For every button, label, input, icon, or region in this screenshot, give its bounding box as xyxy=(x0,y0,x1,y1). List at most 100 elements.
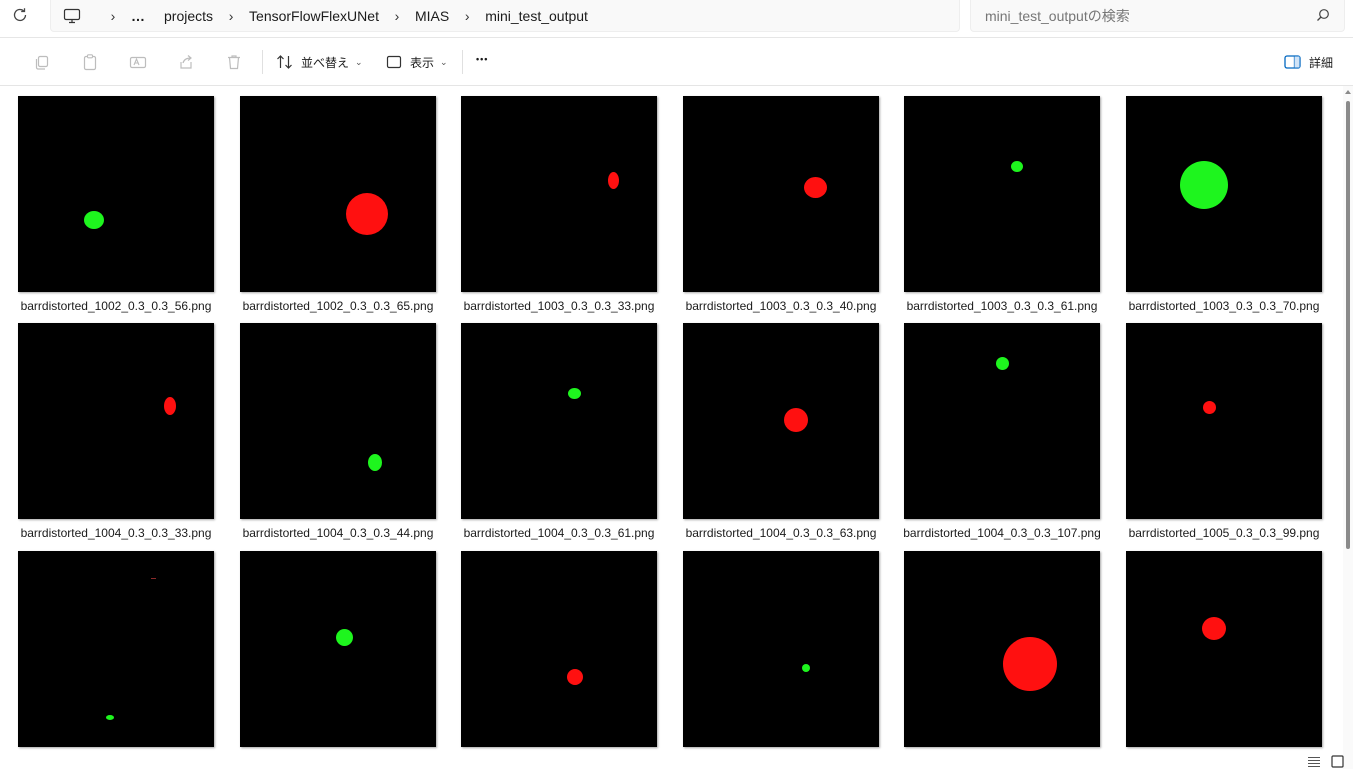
file-tile[interactable]: barrdistorted_1004_0.3_0.3_63.png xyxy=(683,323,893,553)
file-thumbnail[interactable] xyxy=(1126,551,1322,747)
file-tile[interactable] xyxy=(240,551,450,769)
file-thumbnail[interactable] xyxy=(18,551,214,747)
file-name: barrdistorted_1002_0.3_0.3_65.png xyxy=(242,299,434,313)
file-tile[interactable] xyxy=(683,551,893,769)
file-thumbnail[interactable] xyxy=(904,551,1100,747)
chevron-right-icon[interactable]: › xyxy=(394,7,400,24)
details-view-icon[interactable] xyxy=(1307,756,1321,768)
file-thumbnail[interactable] xyxy=(904,323,1100,519)
copy-icon[interactable] xyxy=(33,53,51,71)
file-tile[interactable]: barrdistorted_1003_0.3_0.3_33.png xyxy=(461,96,671,326)
file-name: barrdistorted_1003_0.3_0.3_61.png xyxy=(906,299,1098,313)
breadcrumb-mini-test-output[interactable]: mini_test_output xyxy=(485,7,588,24)
file-name: barrdistorted_1004_0.3_0.3_33.png xyxy=(20,526,212,540)
file-thumbnail[interactable] xyxy=(683,96,879,292)
file-thumbnail[interactable] xyxy=(683,551,879,747)
segmentation-speck xyxy=(151,578,156,579)
file-name: barrdistorted_1003_0.3_0.3_40.png xyxy=(685,299,877,313)
search-icon[interactable] xyxy=(1316,8,1330,22)
breadcrumb-projects[interactable]: projects xyxy=(164,7,214,24)
scrollbar-thumb[interactable] xyxy=(1346,101,1350,549)
large-icons-view-icon[interactable] xyxy=(1331,755,1344,768)
breadcrumb-tensorflowflexunet[interactable]: TensorFlowFlexUNet xyxy=(249,7,379,24)
file-tile[interactable]: barrdistorted_1002_0.3_0.3_56.png xyxy=(18,96,228,326)
more-options-button[interactable]: ••• xyxy=(476,54,489,64)
segmentation-blob xyxy=(1202,616,1226,640)
vertical-scrollbar[interactable] xyxy=(1343,86,1353,769)
segmentation-blob xyxy=(995,356,1009,370)
file-name: barrdistorted_1004_0.3_0.3_44.png xyxy=(242,526,434,540)
file-thumbnail[interactable] xyxy=(240,323,436,519)
file-name: barrdistorted_1002_0.3_0.3_56.png xyxy=(20,299,212,313)
breadcrumb-mias[interactable]: MIAS xyxy=(414,7,450,24)
file-thumbnail[interactable] xyxy=(683,323,879,519)
segmentation-blob xyxy=(106,714,114,720)
segmentation-blob xyxy=(164,397,176,415)
file-thumbnail[interactable] xyxy=(1126,323,1322,519)
details-pane-button[interactable]: 詳細 xyxy=(1284,50,1333,74)
segmentation-blob xyxy=(802,664,810,672)
segmentation-blob xyxy=(803,176,827,198)
chevron-right-icon[interactable]: › xyxy=(228,7,234,24)
file-thumbnail[interactable] xyxy=(461,551,657,747)
chevron-down-icon: ⌄ xyxy=(440,56,448,67)
file-tile[interactable] xyxy=(1126,551,1336,769)
sort-icon xyxy=(277,55,292,69)
file-thumbnail[interactable] xyxy=(18,323,214,519)
address-bar[interactable]: › … projects › TensorFlowFlexUNet › MIAS… xyxy=(50,0,960,32)
rename-icon[interactable] xyxy=(129,53,147,71)
file-thumbnail[interactable] xyxy=(904,96,1100,292)
chevron-down-icon: ⌄ xyxy=(355,56,363,67)
file-thumbnail[interactable] xyxy=(240,551,436,747)
chevron-right-icon[interactable]: › xyxy=(464,7,470,24)
segmentation-blob xyxy=(567,669,583,685)
search-box[interactable]: mini_test_outputの検索 xyxy=(970,0,1345,32)
this-pc-icon[interactable] xyxy=(63,7,81,25)
view-label: 表示 xyxy=(410,55,435,70)
file-tile[interactable]: barrdistorted_1003_0.3_0.3_40.png xyxy=(683,96,893,326)
file-tile[interactable]: barrdistorted_1004_0.3_0.3_33.png xyxy=(18,323,228,553)
file-name: barrdistorted_1004_0.3_0.3_63.png xyxy=(685,526,877,540)
file-tile[interactable] xyxy=(904,551,1114,769)
file-thumbnail[interactable] xyxy=(1126,96,1322,292)
details-pane-icon xyxy=(1284,55,1301,69)
segmentation-blob xyxy=(1202,400,1216,414)
share-icon[interactable] xyxy=(177,53,195,71)
file-thumbnail[interactable] xyxy=(240,96,436,292)
view-icon xyxy=(386,55,402,69)
file-thumbnail[interactable] xyxy=(461,96,657,292)
refresh-icon[interactable] xyxy=(10,5,30,25)
sort-label: 並べ替え xyxy=(301,55,350,70)
file-name: barrdistorted_1003_0.3_0.3_70.png xyxy=(1128,299,1320,313)
file-tile[interactable] xyxy=(18,551,228,769)
chevron-right-icon[interactable]: › xyxy=(110,7,116,24)
file-tile[interactable]: barrdistorted_1004_0.3_0.3_44.png xyxy=(240,323,450,553)
file-tile[interactable]: barrdistorted_1003_0.3_0.3_61.png xyxy=(904,96,1114,326)
delete-icon[interactable] xyxy=(225,53,243,71)
file-thumbnail[interactable] xyxy=(461,323,657,519)
segmentation-blob xyxy=(607,171,619,189)
toolbar-divider xyxy=(262,50,263,74)
file-thumbnail[interactable] xyxy=(18,96,214,292)
paste-icon[interactable] xyxy=(81,53,99,71)
view-button[interactable]: 表示 ⌄ xyxy=(386,50,448,74)
file-tile[interactable]: barrdistorted_1003_0.3_0.3_70.png xyxy=(1126,96,1336,326)
file-tile[interactable]: barrdistorted_1004_0.3_0.3_61.png xyxy=(461,323,671,553)
toolbar-divider xyxy=(462,50,463,74)
file-tile[interactable]: barrdistorted_1004_0.3_0.3_107.png xyxy=(903,323,1114,553)
file-tile[interactable]: barrdistorted_1002_0.3_0.3_65.png xyxy=(240,96,450,326)
segmentation-blob xyxy=(1180,161,1228,209)
file-tile[interactable] xyxy=(461,551,671,769)
file-name: barrdistorted_1004_0.3_0.3_107.png xyxy=(903,526,1101,540)
segmentation-blob xyxy=(84,211,104,229)
details-label: 詳細 xyxy=(1309,55,1334,70)
file-name: barrdistorted_1003_0.3_0.3_33.png xyxy=(463,299,655,313)
sort-button[interactable]: 並べ替え ⌄ xyxy=(276,50,363,74)
breadcrumb-overflow[interactable]: … xyxy=(131,7,146,24)
scroll-up-arrow-icon[interactable] xyxy=(1345,90,1351,94)
file-tile[interactable]: barrdistorted_1005_0.3_0.3_99.png xyxy=(1126,323,1336,553)
segmentation-blob xyxy=(1003,637,1057,691)
segmentation-blob xyxy=(1011,160,1023,172)
segmentation-blob xyxy=(335,628,353,646)
